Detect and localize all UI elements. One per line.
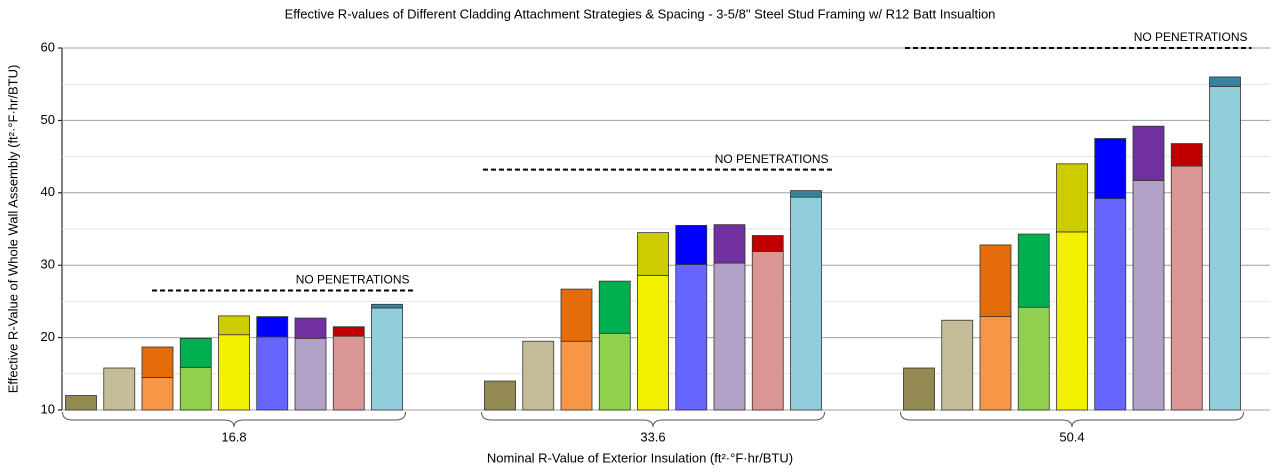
bar-segment [979, 244, 1012, 318]
bar-segment [560, 288, 593, 342]
bar [713, 262, 746, 411]
bar [941, 319, 974, 411]
bar-segment [751, 235, 784, 252]
y-tick-label: 50 [41, 112, 55, 127]
bar [979, 316, 1012, 411]
bar-segment [1056, 163, 1088, 233]
bar-segment [1094, 138, 1127, 199]
y-tick-label: 30 [41, 257, 55, 272]
x-tick-label: 33.6 [640, 429, 665, 444]
bar [790, 196, 822, 411]
group-brace [481, 411, 825, 428]
y-axis-title: Effective R-Value of Whole Wall Assembly… [5, 65, 20, 394]
bar-segment [294, 317, 327, 339]
bar [332, 335, 365, 411]
bar-segment [1209, 76, 1241, 87]
bar [1170, 165, 1203, 411]
x-axis-title: Nominal R-Value of Exterior Insulation (… [487, 450, 793, 465]
reference-label: NO PENETRATIONS [1134, 30, 1248, 44]
bar [675, 264, 708, 411]
y-tick-label: 60 [41, 39, 55, 54]
bar [294, 337, 327, 411]
bar [65, 395, 97, 411]
reference-label: NO PENETRATIONS [296, 273, 410, 287]
bar-segment [218, 315, 250, 336]
bar [141, 377, 174, 411]
bar [1209, 85, 1241, 411]
y-tick-label: 20 [41, 329, 55, 344]
bar-segment [1017, 233, 1050, 308]
bar-segment [332, 326, 365, 337]
x-tick-label: 16.8 [221, 429, 246, 444]
bar [371, 307, 403, 411]
bar [103, 367, 136, 411]
bar [179, 366, 212, 411]
x-tick-label: 50.4 [1059, 429, 1084, 444]
bar [598, 332, 631, 411]
y-tick-label: 10 [41, 401, 55, 416]
bar [522, 340, 555, 411]
bar-segment [179, 337, 212, 368]
bar-segment [141, 346, 174, 378]
bar [751, 251, 784, 411]
bar [560, 340, 593, 411]
bar [1017, 306, 1050, 411]
bar [903, 367, 935, 411]
reference-label: NO PENETRATIONS [715, 152, 829, 166]
chart-title: Effective R-values of Different Cladding… [285, 6, 996, 21]
bar-segment [675, 224, 708, 265]
bar-segment [1170, 143, 1203, 167]
bar [484, 380, 516, 411]
bar-segment [637, 232, 669, 276]
bar-segment [371, 303, 403, 309]
bar-segment [713, 224, 746, 264]
y-tick-label: 40 [41, 184, 55, 199]
group-brace [62, 411, 406, 428]
group-brace [900, 411, 1244, 428]
bar [1132, 180, 1165, 411]
bar [256, 336, 289, 411]
bar-segment [790, 190, 822, 198]
bar-segment [598, 280, 631, 334]
bar [218, 334, 250, 411]
bar [1094, 198, 1127, 411]
bar [637, 274, 669, 411]
bar-segment [1132, 125, 1165, 181]
bar [1056, 231, 1088, 411]
bar-segment [256, 316, 289, 338]
